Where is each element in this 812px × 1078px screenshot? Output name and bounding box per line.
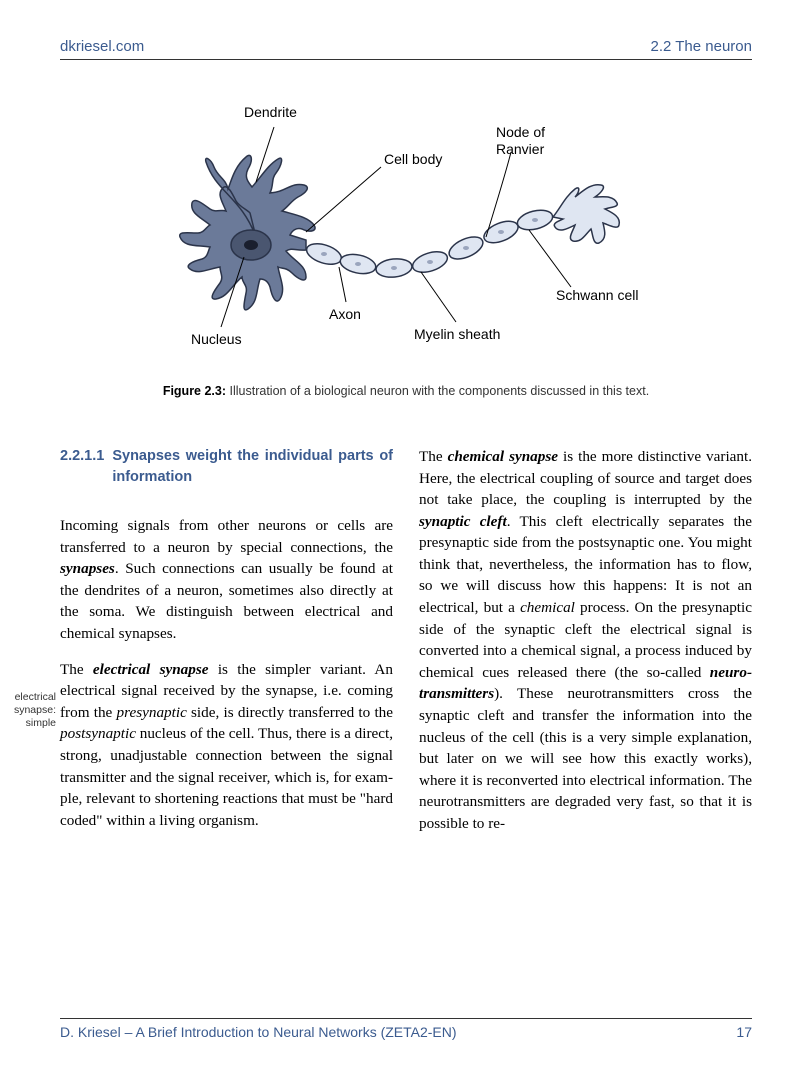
page-number: 17 bbox=[736, 1024, 752, 1040]
section-title: Synapses weight the individual parts of … bbox=[112, 446, 393, 487]
paragraph-2: The electrical synapse is the simpler va… bbox=[60, 659, 393, 832]
label-nucleus: Nucleus bbox=[191, 331, 242, 347]
paragraph-3: The chemical synapse is the more dis­tin… bbox=[419, 446, 752, 834]
margin-note: electrical synapse: simple bbox=[6, 691, 56, 730]
label-node-of: Node of bbox=[496, 124, 545, 140]
label-cell-body: Cell body bbox=[384, 151, 442, 167]
neuron-figure: Dendrite Cell body Node of Ranvier Axon … bbox=[60, 82, 752, 398]
label-schwann-cell: Schwann cell bbox=[556, 287, 639, 303]
page-footer: D. Kriesel – A Brief Introduction to Neu… bbox=[60, 1018, 752, 1040]
header-section: 2.2 The neuron bbox=[651, 38, 752, 55]
column-left: 2.2.1.1 Synapses weight the individual p… bbox=[60, 446, 393, 848]
section-heading: 2.2.1.1 Synapses weight the individual p… bbox=[60, 446, 393, 487]
footer-citation: D. Kriesel – A Brief Introduction to Neu… bbox=[60, 1024, 457, 1040]
figure-caption: Figure 2.3: Illustration of a biological… bbox=[60, 384, 752, 398]
label-myelin-sheath: Myelin sheath bbox=[414, 326, 500, 342]
section-number: 2.2.1.1 bbox=[60, 446, 104, 487]
body-columns: 2.2.1.1 Synapses weight the individual p… bbox=[60, 446, 752, 848]
label-axon: Axon bbox=[329, 306, 361, 322]
neuron-diagram: Dendrite Cell body Node of Ranvier Axon … bbox=[126, 82, 686, 372]
label-ranvier: Ranvier bbox=[496, 141, 545, 157]
column-right: The chemical synapse is the more dis­tin… bbox=[419, 446, 752, 848]
page-header: dkriesel.com 2.2 The neuron bbox=[60, 38, 752, 60]
label-dendrite: Dendrite bbox=[244, 104, 297, 120]
paragraph-1: Incoming signals from other neurons or c… bbox=[60, 515, 393, 644]
figure-number: Figure 2.3: bbox=[163, 384, 226, 398]
header-site: dkriesel.com bbox=[60, 38, 144, 55]
figure-caption-text: Illustration of a biological neuron with… bbox=[226, 384, 649, 398]
